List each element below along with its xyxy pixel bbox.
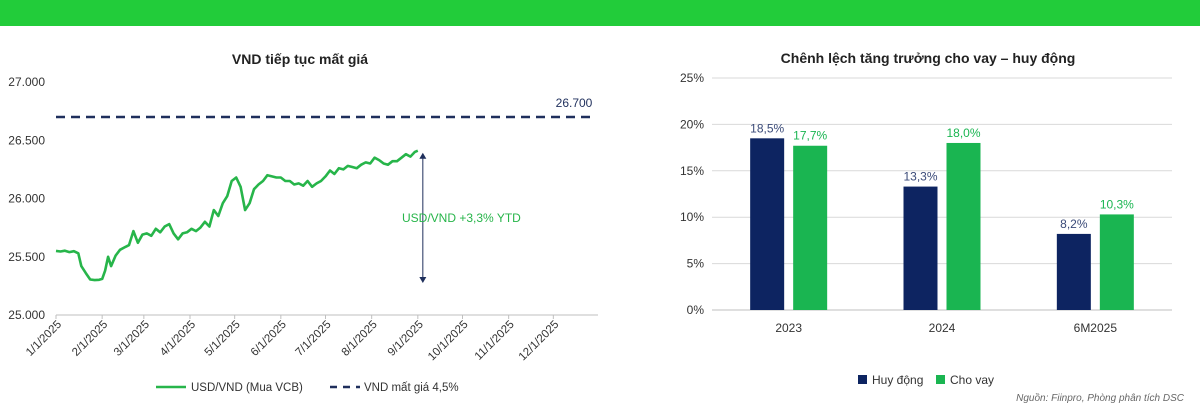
fx-line-chart: VND tiếp tục mất giá 25.000 25.500 26.000 26… — [8, 51, 598, 394]
ytd-arrow-head-down — [419, 277, 427, 283]
legend-label-target: VND mất giá 4,5% — [364, 382, 459, 394]
bar-huy-dong — [903, 186, 938, 310]
y-tick-label: 26.500 — [8, 133, 45, 147]
legend-swatch-huy-dong — [858, 375, 867, 384]
y-tick-label: 20% — [680, 117, 704, 131]
source-note: Nguồn: Fiinpro, Phòng phân tích DSC — [1016, 393, 1184, 404]
bar-chart-title: Chênh lệch tăng trưởng cho vay – huy độn… — [781, 50, 1076, 66]
ytd-change-label: USD/VND +3,3% YTD — [402, 211, 521, 225]
legend-swatch-cho-vay — [936, 375, 945, 384]
bar-data-label: 8,2% — [1060, 217, 1088, 231]
bar-data-label: 18,0% — [946, 126, 980, 140]
bar-huy-dong — [1056, 233, 1091, 310]
y-tick-label: 26.000 — [8, 192, 45, 206]
y-tick-label: 10% — [680, 210, 704, 224]
category-label: 2024 — [929, 321, 956, 335]
usd-vnd-series-line — [55, 149, 419, 282]
bar-cho-vay — [1099, 214, 1134, 310]
bar-data-label: 18,5% — [750, 121, 784, 135]
ytd-arrow-head-up — [419, 152, 427, 159]
target-value-label: 26.700 — [556, 96, 593, 110]
legend-label-huy-dong: Huy động — [872, 373, 923, 387]
line-chart-title: VND tiếp tục mất giá — [232, 51, 368, 67]
bar-huy-dong — [750, 138, 785, 310]
bar-data-label: 10,3% — [1100, 197, 1134, 211]
bar-cho-vay — [793, 145, 828, 310]
bar-data-label: 13,3% — [903, 170, 937, 184]
category-label: 6M2025 — [1074, 321, 1118, 335]
bar-data-label: 17,7% — [793, 129, 827, 143]
y-tick-label: 25% — [680, 71, 704, 85]
y-tick-label: 15% — [680, 164, 704, 178]
y-tick-label: 25.000 — [8, 308, 45, 322]
legend-label-usd-vnd: USD/VND (Mua VCB) — [191, 382, 303, 394]
top-banner — [0, 0, 1200, 26]
legend-label-cho-vay: Cho vay — [950, 373, 994, 387]
y-tick-label: 0% — [687, 303, 705, 317]
y-tick-label: 27.000 — [8, 75, 45, 89]
category-label: 2023 — [775, 321, 802, 335]
y-tick-label: 5% — [687, 257, 705, 271]
bar-cho-vay — [946, 142, 981, 310]
y-tick-label: 25.500 — [8, 250, 45, 264]
